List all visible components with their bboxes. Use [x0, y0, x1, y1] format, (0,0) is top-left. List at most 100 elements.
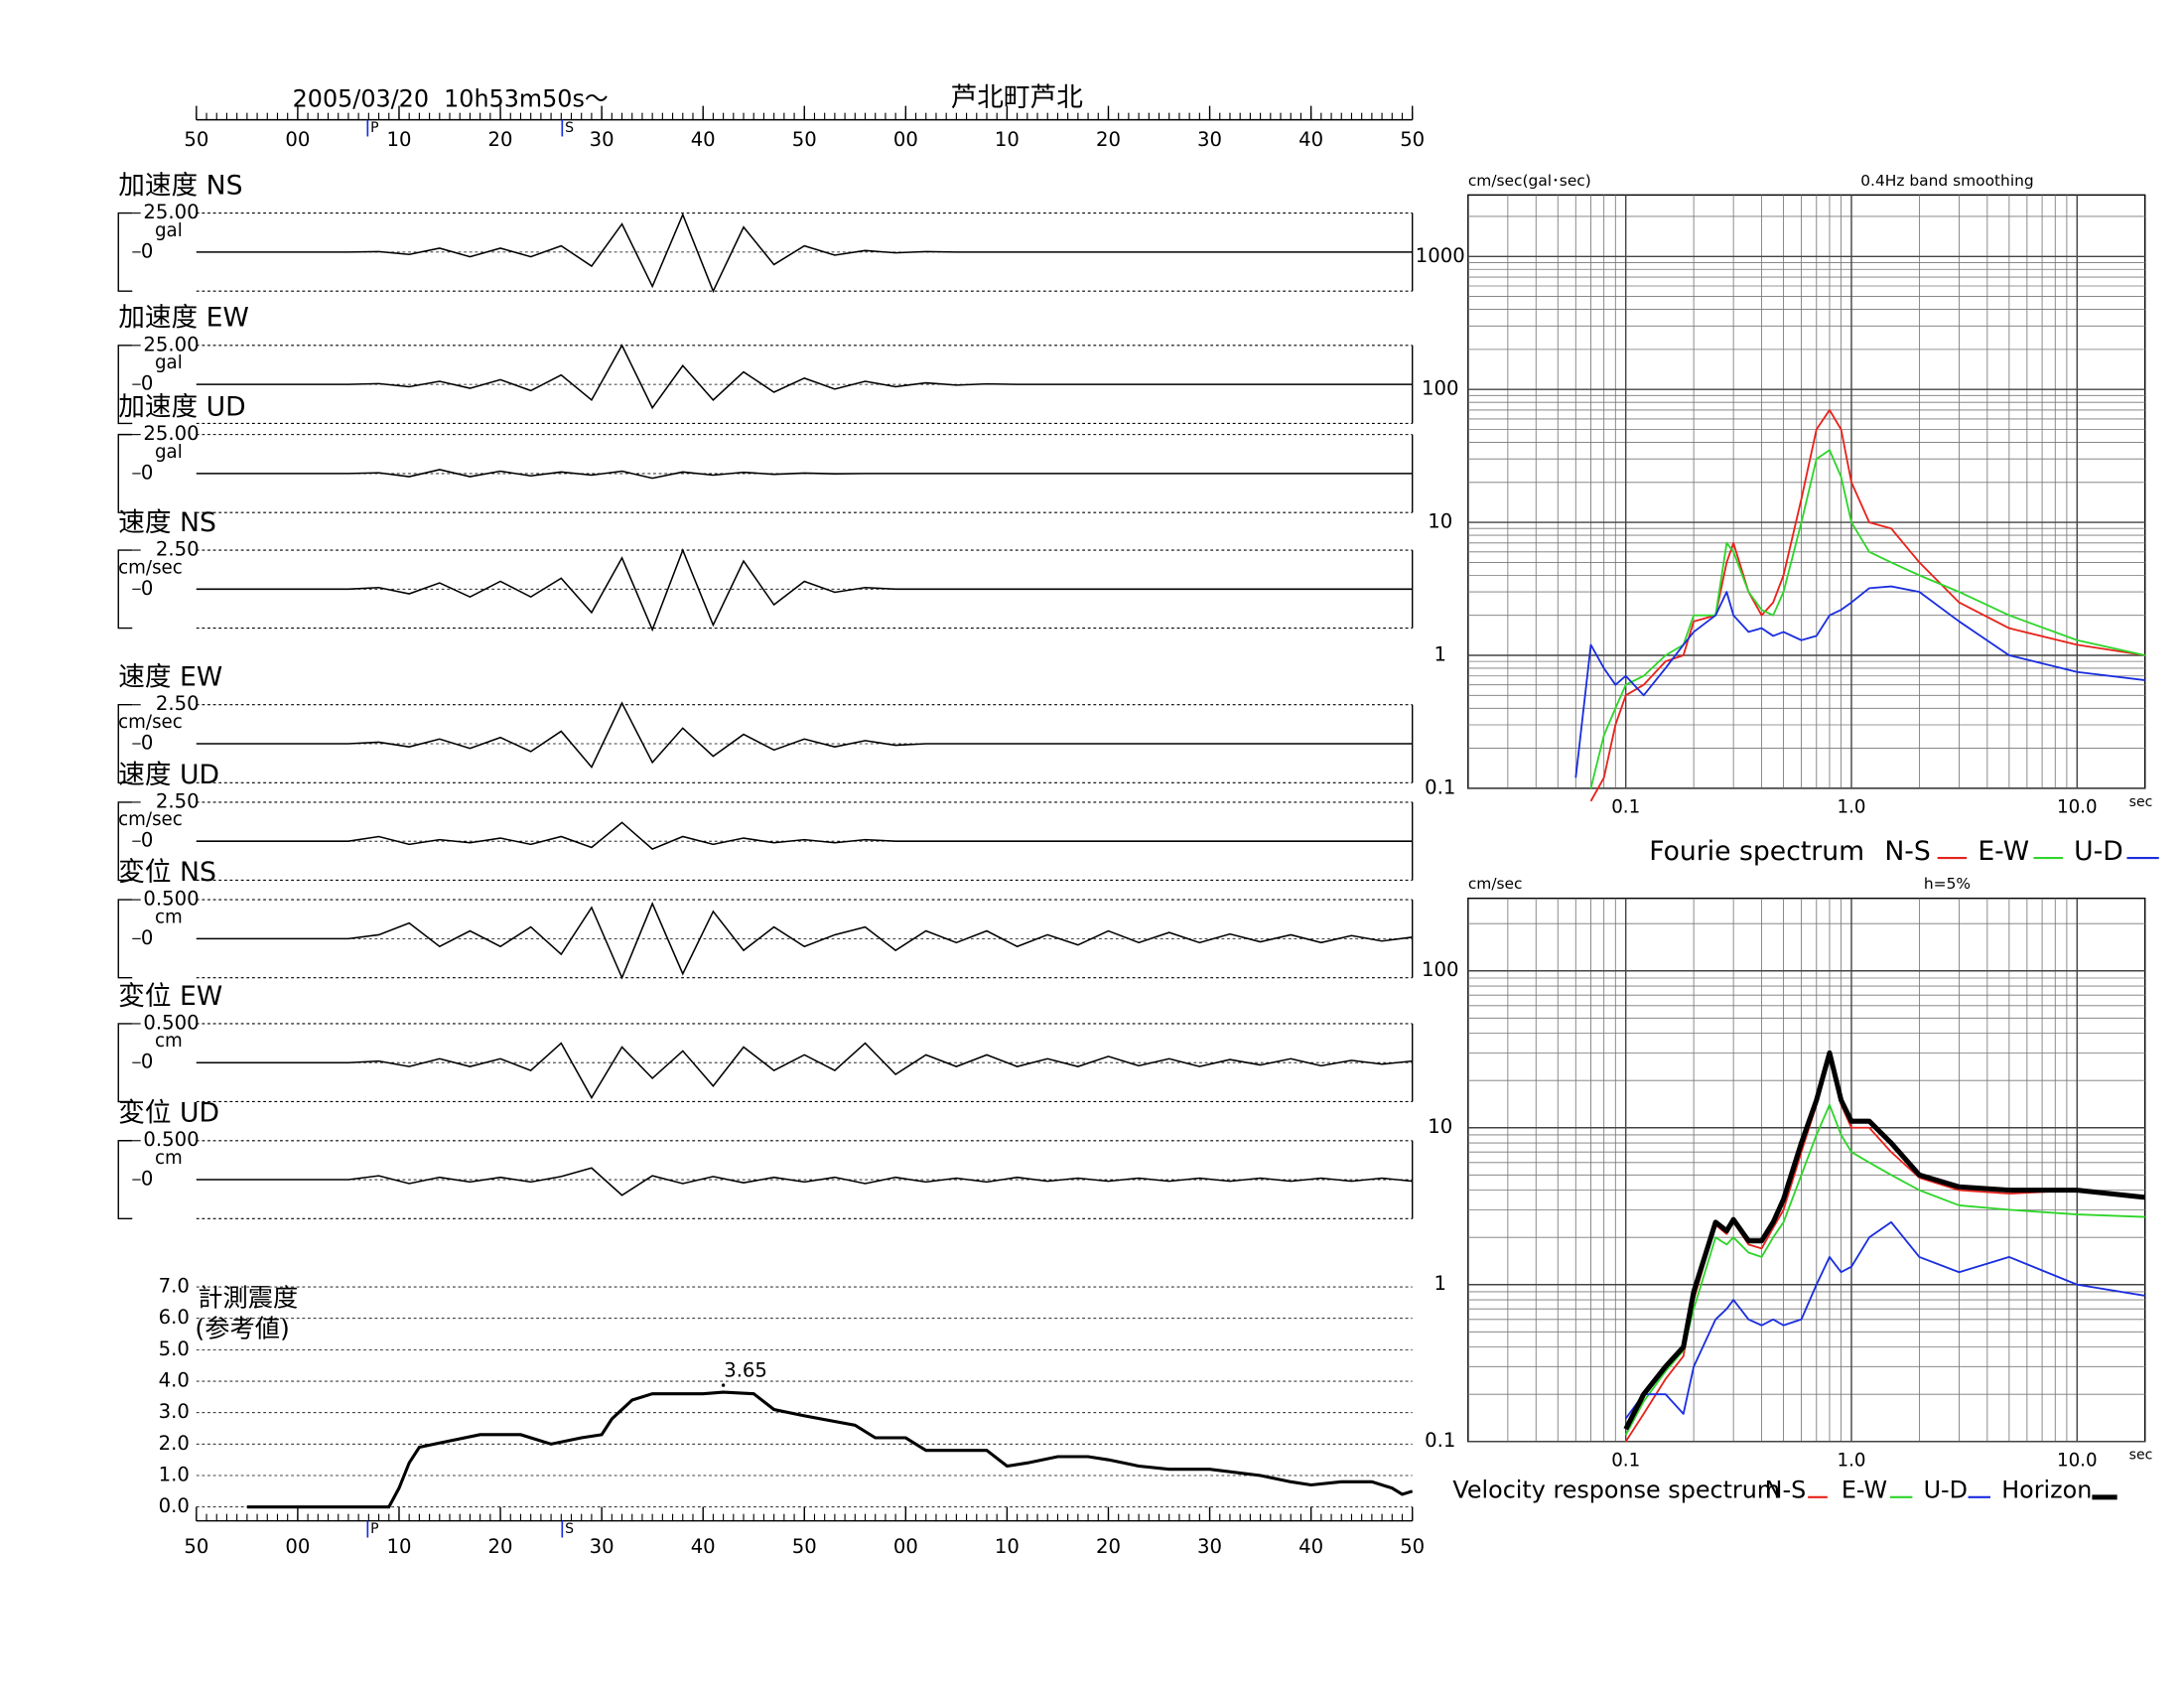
time-tick-label: 20 [1096, 128, 1121, 151]
y-tick-label: 2.50 [156, 538, 200, 561]
y-tick-label: 0.1 [1425, 775, 1455, 798]
time-tick-label: 30 [590, 1535, 614, 1558]
intensity-title: 計測震度 [198, 1284, 298, 1313]
time-tick-label: 20 [1096, 1535, 1121, 1558]
y-tick-label: 3.0 [159, 1400, 190, 1423]
y-tick-label: 10 [1428, 510, 1452, 533]
legend-label: Horizon [2001, 1477, 2092, 1504]
y-tick-label: 1.0 [159, 1463, 190, 1485]
y-tick-label: 0.0 [159, 1494, 190, 1517]
panel-title: 加速度 UD [118, 391, 245, 422]
plot-frame [1467, 898, 2146, 1443]
y-tick-label: 0 [141, 372, 154, 395]
panel-title: 変位 EW [118, 981, 222, 1012]
y-tick-label: 2.50 [156, 789, 200, 812]
time-tick-label: 40 [1298, 128, 1323, 151]
time-tick-label: 50 [792, 1535, 817, 1558]
y-tick-label: 0 [141, 461, 154, 484]
legend-title: Velocity response spectrum [1452, 1477, 1780, 1504]
y-tick-label: 10 [1428, 1115, 1452, 1138]
y-tick-label: 1000 [1416, 244, 1465, 267]
max-label: 3.65 [724, 1359, 767, 1382]
time-tick-label: 00 [893, 1535, 918, 1558]
panel-bracket [117, 433, 133, 513]
time-tick-label: 20 [488, 128, 513, 151]
plot-note: h=5% [1924, 875, 1971, 893]
spectrum-line [1589, 449, 2145, 789]
panel-bracket [117, 211, 133, 292]
time-tick-label: 00 [285, 128, 310, 151]
spectrum-line [1624, 1103, 2145, 1436]
panel-title: 速度 NS [118, 507, 216, 538]
waveform [196, 1167, 1413, 1196]
y-axis-unit: cm/sec(gal･sec) [1468, 172, 1591, 190]
panel-bracket [117, 1140, 133, 1220]
spectrum-line [1574, 585, 2145, 778]
legend-label: E-W [1842, 1477, 1887, 1504]
time-tick-label: 50 [184, 1535, 208, 1558]
y-tick-label: 6.0 [159, 1306, 190, 1329]
panel-unit: gal [155, 352, 183, 373]
waveform [196, 469, 1413, 480]
spectrum-line [1589, 409, 2145, 802]
sheet-title: 2005/03/20 10h53m50s〜 [293, 84, 609, 112]
panel-unit: gal [155, 442, 183, 463]
time-tick-label: 10 [386, 128, 411, 151]
time-tick-label: 50 [792, 128, 817, 151]
y-tick-label: 1 [1434, 642, 1447, 665]
panel-bracket [117, 549, 133, 630]
x-tick-label: 10.0 [2057, 1450, 2098, 1471]
legend-label: U-D [2074, 836, 2123, 867]
legend-title: Fourie spectrum [1649, 836, 1864, 867]
y-tick-label: 4.0 [159, 1369, 190, 1392]
y-tick-label: 1 [1434, 1272, 1447, 1295]
y-tick-label: 25.00 [143, 201, 199, 223]
panel-title: 速度 EW [118, 662, 222, 693]
panel-title: 加速度 NS [118, 170, 242, 201]
time-tick-label: 00 [893, 128, 918, 151]
waveform [196, 547, 1413, 633]
time-tick-label: 40 [691, 128, 716, 151]
panel-unit: cm [155, 1031, 183, 1052]
panel-title: 加速度 EW [118, 303, 249, 334]
waveform [196, 902, 1413, 980]
x-tick-label: 1.0 [1838, 797, 1866, 818]
y-axis-unit: cm/sec [1468, 875, 1523, 893]
time-tick-label: 50 [1400, 128, 1425, 151]
time-tick-label: 10 [995, 1535, 1020, 1558]
intensity-subtitle: (参考値) [195, 1315, 289, 1343]
y-tick-label: 100 [1422, 958, 1458, 981]
y-tick-label: 0 [141, 829, 154, 852]
y-tick-label: 0.500 [143, 1011, 199, 1034]
panel-unit: cm/sec [118, 712, 183, 733]
y-tick-label: 25.00 [143, 333, 199, 355]
y-tick-label: 0 [141, 1051, 154, 1073]
station-name: 芦北町芦北 [951, 82, 1083, 113]
x-tick-label: 0.1 [1611, 797, 1640, 818]
y-tick-label: 5.0 [159, 1337, 190, 1360]
time-tick-label: 30 [1197, 128, 1222, 151]
x-tick-label: 10.0 [2057, 797, 2098, 818]
legend-label: E-W [1978, 836, 2029, 867]
x-axis-unit: sec [2129, 794, 2153, 810]
plot-frame [1467, 194, 2146, 789]
panel-unit: cm [155, 1148, 183, 1169]
y-tick-label: 2.50 [156, 692, 200, 715]
y-tick-label: 0 [141, 239, 154, 262]
waveform [196, 212, 1413, 294]
x-axis-unit: sec [2129, 1448, 2153, 1464]
panel-unit: cm/sec [118, 557, 183, 578]
spectrum-line [1624, 1220, 2145, 1420]
panel-bracket [117, 345, 133, 425]
panel-bracket [117, 801, 133, 882]
time-tick-label: 40 [1298, 1535, 1323, 1558]
y-tick-label: 0 [141, 926, 154, 949]
time-tick-label: 00 [285, 1535, 310, 1558]
panel-title: 変位 NS [118, 857, 216, 888]
panel-bracket [117, 704, 133, 783]
legend-label: N-S [1884, 836, 1930, 867]
legend-label: U-D [1924, 1477, 1968, 1504]
y-tick-label: 25.00 [143, 422, 199, 445]
